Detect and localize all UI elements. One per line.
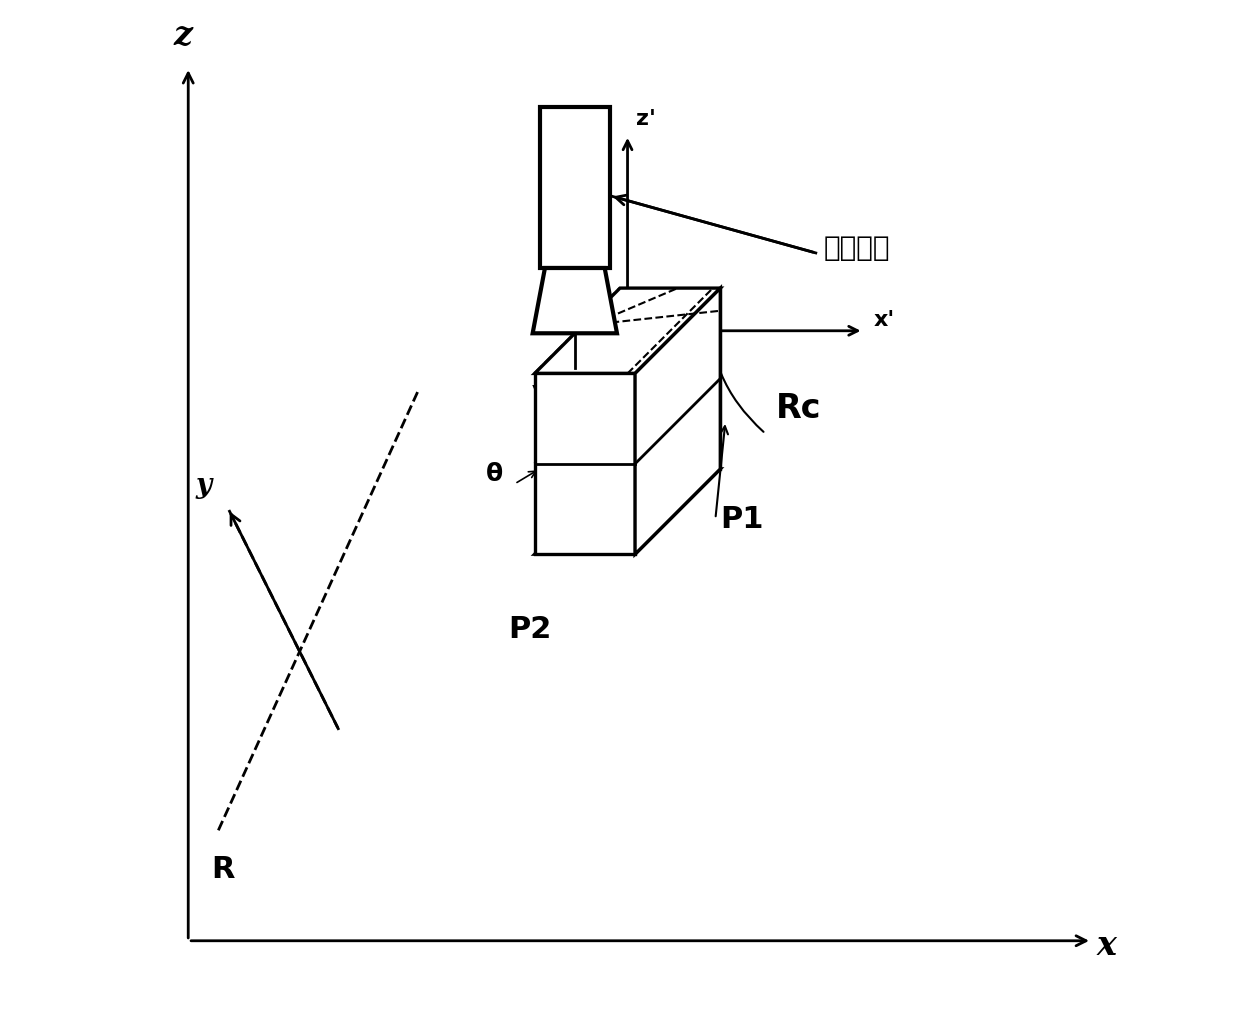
Polygon shape	[534, 469, 720, 554]
Text: P2: P2	[508, 615, 552, 644]
Text: y: y	[195, 472, 211, 499]
Polygon shape	[533, 268, 618, 333]
Text: θ: θ	[486, 462, 503, 486]
Polygon shape	[534, 288, 720, 374]
Text: x: x	[1097, 929, 1117, 962]
Text: P1: P1	[720, 505, 764, 533]
Text: 视觉相机: 视觉相机	[823, 234, 890, 262]
Polygon shape	[635, 288, 720, 554]
Text: Rc: Rc	[776, 392, 821, 426]
Text: x': x'	[873, 309, 895, 330]
Text: z: z	[174, 19, 192, 52]
Text: z': z'	[636, 109, 656, 129]
Bar	[539, 107, 610, 268]
Text: y': y'	[532, 381, 551, 400]
Text: R: R	[212, 855, 236, 885]
Polygon shape	[534, 374, 635, 554]
